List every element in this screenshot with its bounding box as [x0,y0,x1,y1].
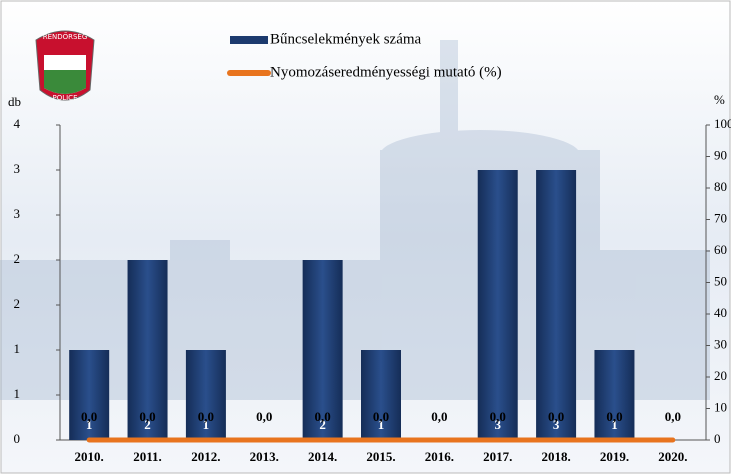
line-value-label: 0,0 [81,409,97,424]
logo: RENDŐRSÉG POLICE [36,31,94,102]
x-tick-label: 2014. [308,449,337,464]
y2-tick-label: 60 [714,242,727,257]
x-tick-label: 2020. [658,449,687,464]
y-tick-label: 3 [14,206,21,221]
y2-axis-label: % [714,92,725,107]
line-value-label: 0,0 [139,409,155,424]
bar [536,170,576,440]
x-tick-label: 2016. [425,449,454,464]
legend-swatch [230,36,268,44]
legend-label: Nyomozáseredményességi mutató (%) [270,64,502,80]
y-tick-label: 0 [14,431,21,446]
page: {"logo": {"top": "RENDŐRSÉG", "bottom": … [0,0,731,474]
line-value-label: 0,0 [665,409,681,424]
x-tick-label: 2010. [75,449,104,464]
y2-tick-label: 30 [714,336,727,351]
x-tick-label: 2019. [600,449,629,464]
y-axis-label: db [8,94,21,109]
y2-tick-label: 10 [714,399,727,414]
y-tick-label: 1 [14,341,21,356]
line-value-label: 0,0 [315,409,331,424]
y-tick-label: 2 [14,251,21,266]
y2-tick-label: 70 [714,210,727,225]
y-tick-label: 3 [14,161,21,176]
line-value-label: 0,0 [548,409,564,424]
y2-tick-label: 40 [714,305,727,320]
x-tick-label: 2015. [366,449,395,464]
line-value-label: 0,0 [606,409,622,424]
y-tick-label: 4 [14,116,21,131]
bar [478,170,518,440]
legend-label: Bűncselekmények száma [270,31,422,47]
x-tick-label: 2012. [191,449,220,464]
y2-tick-label: 90 [714,147,727,162]
logo-text: POLICE [52,94,77,102]
line-value-label: 0,0 [198,409,214,424]
logo-text: RENDŐRSÉG [43,32,88,41]
x-tick-label: 2013. [250,449,279,464]
x-tick-label: 2017. [483,449,512,464]
x-tick-label: 2011. [133,449,162,464]
x-tick-label: 2018. [541,449,570,464]
y-tick-label: 1 [14,386,21,401]
y2-tick-label: 20 [714,368,727,383]
line-value-label: 0,0 [256,409,272,424]
line-value-label: 0,0 [373,409,389,424]
y2-tick-label: 50 [714,273,727,288]
y-tick-label: 2 [14,296,21,311]
y2-tick-label: 0 [714,431,721,446]
line-value-label: 0,0 [490,409,506,424]
line-value-label: 0,0 [431,409,447,424]
y2-tick-label: 80 [714,179,727,194]
y2-tick-label: 100 [714,116,731,131]
chart: RENDŐRSÉG POLICE db % 011223340102030405… [0,0,731,474]
